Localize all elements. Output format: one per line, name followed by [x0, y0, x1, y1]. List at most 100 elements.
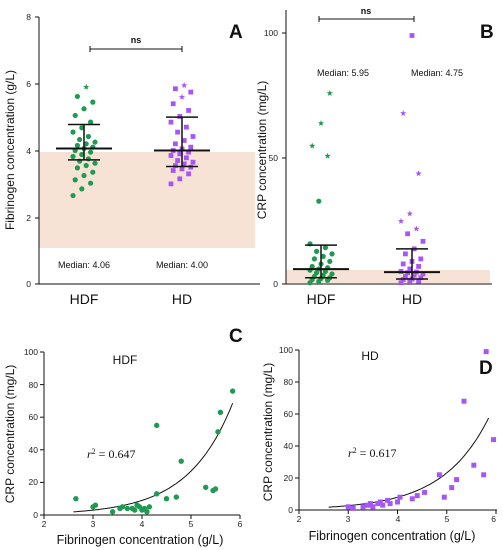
significance-bracket [89, 46, 183, 52]
outlier-star [309, 142, 316, 149]
data-point [70, 153, 76, 160]
data-point [186, 108, 191, 113]
data-point [367, 501, 373, 507]
data-point [416, 278, 421, 284]
x-tick-label: 6 [491, 514, 496, 524]
y-tick-label: 80 [29, 380, 39, 390]
data-point [420, 271, 426, 277]
outlier-star [324, 152, 331, 159]
panel-letter: C [229, 326, 243, 347]
data-point [350, 505, 356, 511]
y-tick-label: 40 [284, 441, 294, 451]
data-point [175, 158, 180, 163]
y-axis-label: CRP concentration (mg/L) [255, 81, 269, 220]
y-axis-label: CRP concentration (mg/L) [3, 365, 17, 504]
data-point [74, 142, 80, 149]
r-squared-label: r2 = 0.617 [348, 446, 396, 461]
data-point [397, 494, 403, 500]
data-point [370, 504, 376, 510]
data-point [409, 496, 415, 502]
data-point [83, 162, 89, 169]
data-point [154, 491, 160, 497]
y-tick-label: 20 [29, 477, 39, 487]
fit-curve [328, 417, 490, 508]
data-point [177, 151, 183, 157]
data-point [178, 458, 184, 464]
data-point [188, 144, 194, 150]
data-point [387, 501, 393, 507]
data-point [229, 388, 236, 394]
y-tick-label: 0 [273, 279, 278, 289]
data-point [329, 271, 335, 277]
data-point [119, 504, 126, 510]
data-point [81, 106, 87, 112]
data-point [309, 263, 315, 270]
data-point [471, 462, 477, 468]
y-axis-label: CRP concentration (mg/L) [261, 363, 275, 502]
data-point [81, 172, 87, 179]
data-point [322, 245, 328, 251]
tick-marks [40, 351, 241, 519]
data-points [345, 349, 497, 511]
data-point [481, 472, 487, 478]
data-point [441, 494, 447, 500]
y-axis: 0 2 4 6 8 [26, 12, 260, 289]
panel-d: 0 20 40 60 80 100 2 3 4 5 6 Fibrinogen c… [261, 345, 497, 543]
data-point [90, 169, 96, 175]
data-point [414, 493, 420, 499]
data-point [85, 156, 91, 162]
data-point [131, 507, 138, 513]
data-point [72, 177, 78, 183]
y-tick-label: 4 [26, 146, 31, 156]
data-point [454, 477, 460, 483]
data-point [181, 138, 187, 143]
y-tick-label: 60 [284, 409, 294, 419]
x-tick-label: 6 [238, 519, 243, 529]
data-point [215, 429, 221, 435]
data-point [85, 133, 91, 140]
outlier-star [397, 217, 405, 224]
panel-letter: A [229, 22, 243, 43]
data-point [461, 398, 467, 404]
y-tick-label: 20 [284, 473, 294, 483]
data-point [322, 268, 328, 275]
data-point [70, 192, 76, 199]
data-point [168, 153, 174, 158]
data-point [418, 256, 424, 262]
data-point [186, 171, 191, 177]
x-tick-label: 5 [445, 514, 450, 524]
y-axis-label: Fibrinogen concentration (g/L) [3, 70, 17, 230]
x-tick-label: 4 [396, 514, 401, 524]
outlier-star [406, 210, 413, 217]
panel-c: 0 20 40 60 80 100 2 3 4 5 6 Fibrinogen c… [3, 326, 243, 547]
y-tick-label: 60 [29, 412, 39, 422]
tick-marks [295, 349, 497, 514]
data-point [109, 509, 116, 515]
data-point [173, 494, 179, 500]
significance-bracket [318, 16, 415, 22]
data-point [186, 149, 191, 155]
outlier-star [400, 110, 407, 116]
data-point [170, 168, 176, 173]
outlier-star [178, 93, 186, 100]
data-point [403, 251, 408, 257]
data-point [170, 101, 176, 107]
data-point [173, 141, 178, 147]
y-tick-label: 0 [33, 510, 38, 520]
panel-b: 0 50 100 CRP concentration (mg/L) HDF HD… [255, 6, 494, 307]
data-point [173, 86, 178, 92]
data-point [179, 166, 185, 172]
chart-title: HD [361, 349, 379, 363]
data-point [144, 509, 150, 515]
data-point [90, 99, 96, 105]
outlier-star [326, 89, 333, 96]
x-tick-label: 2 [42, 519, 47, 529]
data-point [175, 129, 180, 135]
y-tick-label: 0 [288, 505, 293, 515]
x-tick-label: 2 [297, 514, 302, 524]
data-point [154, 422, 160, 429]
y-tick-label: 40 [29, 445, 39, 455]
median-label: Median: 4.06 [58, 260, 110, 270]
median-label: Median: 5.95 [317, 68, 369, 78]
